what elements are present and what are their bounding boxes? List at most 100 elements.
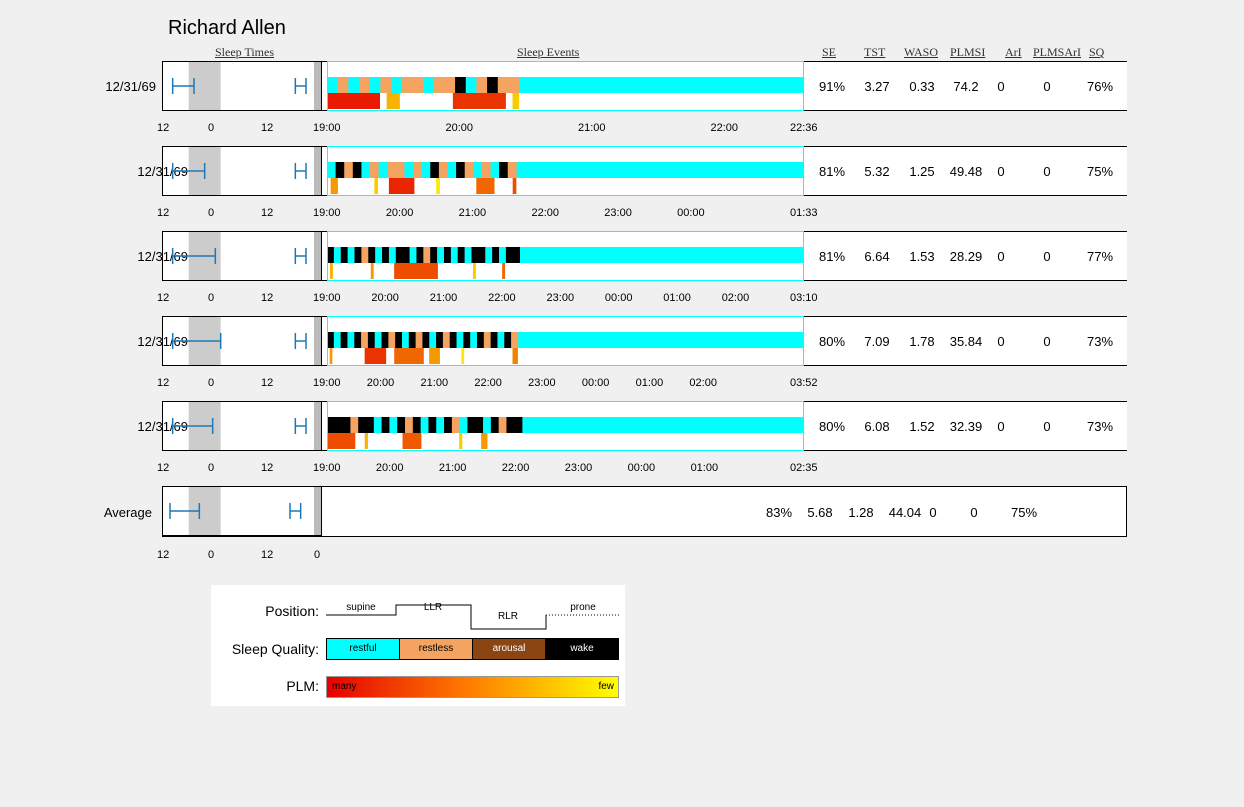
sleep-times-plot (162, 316, 322, 366)
sleep-events-tick: 21:00 (429, 292, 458, 304)
quality-segment-wake (416, 247, 424, 263)
quality-segment-wake (504, 332, 512, 348)
quality-segment-restful (464, 247, 472, 263)
plm-segment (459, 433, 463, 449)
average-metric-tst: 5.68 (807, 505, 833, 520)
metric-plmsari: 0 (1043, 334, 1051, 349)
metric-plmsi: 28.29 (949, 249, 983, 264)
sleep-onset-interval (171, 333, 222, 349)
sleep-events-tick: 22:00 (474, 377, 502, 389)
quality-segment-restless (451, 417, 460, 433)
sleep-events-tick: 19:00 (313, 462, 341, 474)
quality-segment-restful (391, 77, 403, 93)
quality-segment-wake (327, 332, 335, 348)
metric-plmsi: 74.2 (953, 79, 979, 94)
quality-segment-wake (397, 417, 406, 433)
sleep-events-tick: 01:33 (790, 207, 818, 219)
plm-segment (330, 178, 338, 194)
night-shade-end (314, 402, 322, 450)
metric-plmsari: 0 (1043, 164, 1051, 179)
sleep-events-tick: 00:00 (677, 207, 705, 219)
quality-segment-wake (340, 247, 348, 263)
quality-segment-restful (361, 162, 371, 178)
plm-segment (481, 433, 488, 449)
sleep-events-plot (327, 61, 804, 111)
quality-segment-restful (473, 162, 483, 178)
quality-segment-wake (455, 77, 467, 93)
quality-segment-restless (507, 162, 517, 178)
wake-interval (294, 418, 307, 434)
metric-plmsari: 0 (1043, 79, 1051, 94)
quality-segment-restless (337, 77, 349, 93)
quality-segment-wake (505, 247, 514, 263)
sleep-events-tick: 21:00 (438, 462, 467, 474)
sleep-events-tick: 01:00 (690, 462, 719, 474)
quality-segment-restless (438, 162, 448, 178)
sleep-events-tick: 19:00 (313, 207, 341, 219)
average-sleep-times-tick: 12 (157, 549, 170, 561)
sleep-events-tick: 22:00 (531, 207, 559, 219)
sleep-events-tick: 21:00 (578, 122, 606, 134)
sleep-events-tick: 20:00 (371, 292, 399, 304)
plm-segment (436, 178, 440, 194)
quality-segment-wake (381, 417, 390, 433)
quality-segment-restful (459, 417, 468, 433)
sleep-times-plot (162, 61, 322, 111)
metric-ari: 0 (997, 164, 1005, 179)
night-shade-end (314, 487, 322, 535)
average-label: Average (103, 505, 152, 520)
quality-segment-restless (413, 162, 422, 178)
quality-segment-wake (412, 417, 421, 433)
sleep-events-plot (327, 316, 804, 366)
metric-sq: 77% (1086, 249, 1114, 264)
sleep-events-tick: 01:00 (663, 292, 691, 304)
metric-sq: 73% (1086, 334, 1114, 349)
quality-restless: restless (399, 638, 473, 660)
quality-segment-wake (471, 247, 479, 263)
position-legend-graphic: supine LLR RLR prone (326, 602, 621, 630)
plm-segment (364, 433, 368, 449)
quality-segment-wake (358, 417, 367, 433)
metric-plmsari: 0 (1043, 419, 1051, 434)
quality-segment-wake (367, 332, 376, 348)
plm-segment (327, 433, 356, 449)
sleep-times-plot (162, 231, 322, 281)
night-shade-end (314, 317, 322, 365)
sleep-events-tick: 23:00 (546, 292, 575, 304)
average-metric-plmsari: 0 (970, 505, 978, 520)
sleep-events-tick: 22:00 (488, 292, 516, 304)
sleep-events-tick: 20:00 (366, 377, 395, 389)
quality-segment-wake (395, 332, 403, 348)
metric-waso: 1.53 (909, 249, 935, 264)
average-metric-se: 83% (765, 505, 793, 520)
quality-segment-wake (430, 247, 438, 263)
quality-segment-restful (404, 162, 414, 178)
sleep-times-header: Sleep Times (215, 45, 275, 59)
wake-interval (294, 163, 307, 179)
plm-segment (429, 348, 440, 364)
sleep-times-tick: 12 (261, 207, 274, 219)
quality-segment-restless (483, 332, 491, 348)
metric-sq: 76% (1086, 79, 1114, 94)
quality-segment-wake (335, 162, 345, 178)
quality-restful: restful (326, 638, 400, 660)
sleep-events-tick: 22:36 (790, 122, 818, 134)
sleep-events-tick: 20:00 (385, 207, 414, 219)
quality-segment-wake (352, 162, 362, 178)
quality-segment-wake (422, 332, 430, 348)
metric-header-ari: ArI (1005, 45, 1022, 59)
sleep-events-tick: 02:35 (790, 462, 818, 474)
quality-segment-restful (429, 332, 437, 348)
quality-segment-restless (361, 247, 369, 263)
quality-wake: wake (545, 638, 619, 660)
sleep-events-tick: 03:52 (790, 377, 818, 389)
quality-segment-wake (514, 417, 523, 433)
quality-segment-wake (368, 247, 376, 263)
metric-plmsi: 49.48 (949, 164, 983, 179)
quality-segment-restful (369, 77, 381, 93)
average-sleep-times-tick: 12 (261, 549, 274, 561)
metric-header-tst: TST (864, 45, 886, 59)
sleep-events-plot (327, 231, 804, 281)
plm-segment (512, 93, 520, 109)
sleep-onset-interval (171, 248, 217, 264)
